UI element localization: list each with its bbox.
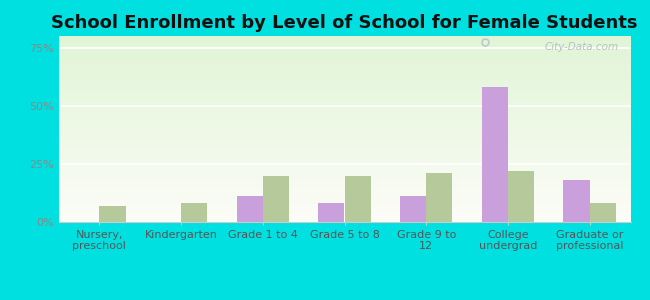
Bar bbox=[590, 203, 616, 222]
Bar bbox=[564, 180, 590, 222]
Bar bbox=[426, 173, 452, 222]
Bar bbox=[482, 87, 508, 222]
Title: School Enrollment by Level of School for Female Students: School Enrollment by Level of School for… bbox=[51, 14, 638, 32]
Bar bbox=[99, 206, 125, 222]
Bar bbox=[318, 203, 344, 222]
Bar bbox=[263, 176, 289, 222]
Bar bbox=[344, 176, 370, 222]
Text: City-Data.com: City-Data.com bbox=[545, 42, 619, 52]
Bar bbox=[237, 196, 263, 222]
Bar bbox=[181, 203, 207, 222]
Bar bbox=[508, 171, 534, 222]
Bar bbox=[400, 196, 426, 222]
